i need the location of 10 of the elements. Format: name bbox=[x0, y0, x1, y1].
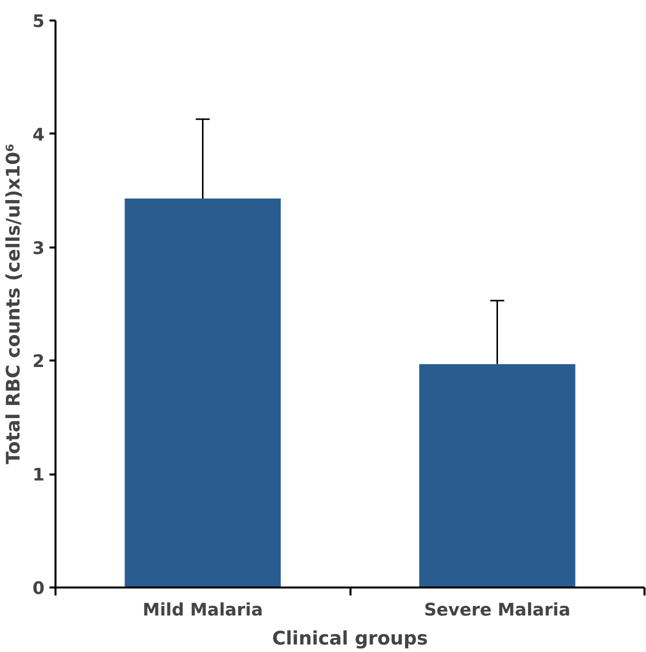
x-tick-label: Mild Malaria bbox=[142, 600, 263, 620]
y-tick-label: 2 bbox=[32, 352, 45, 372]
y-tick-label: 4 bbox=[32, 125, 45, 146]
x-axis-title: Clinical groups bbox=[272, 628, 428, 650]
x-tick-label: Severe Malaria bbox=[424, 600, 570, 620]
y-tick-label: 3 bbox=[32, 238, 45, 259]
y-tick-label: 0 bbox=[32, 579, 45, 599]
y-axis-title: Total RBC counts (cells/ul)x10⁶ bbox=[3, 144, 24, 464]
y-tick-label: 5 bbox=[32, 12, 45, 32]
y-tick-label: 1 bbox=[32, 466, 45, 486]
